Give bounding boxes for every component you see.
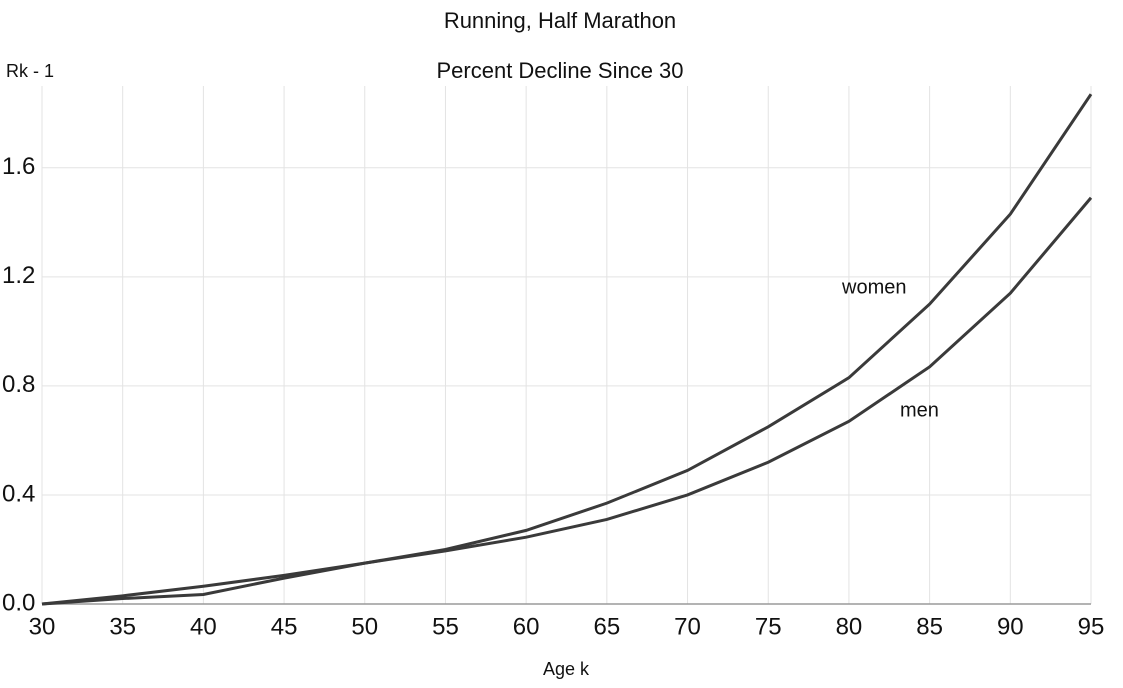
y-tick-label: 0.4 [2, 480, 35, 507]
series-label: men [900, 399, 939, 421]
x-tick-label: 30 [29, 613, 56, 640]
x-tick-label: 75 [755, 613, 782, 640]
x-axis-label: Age k [543, 659, 590, 679]
x-tick-label: 80 [836, 613, 863, 640]
x-tick-label: 60 [513, 613, 540, 640]
x-tick-label: 65 [593, 613, 620, 640]
x-tick-label: 95 [1078, 613, 1105, 640]
y-tick-label: 1.2 [2, 262, 35, 289]
y-axis-label: Rk - 1 [6, 61, 54, 81]
chart-subtitle: Percent Decline Since 30 [436, 58, 683, 83]
series-label: women [841, 276, 906, 298]
x-tick-label: 55 [432, 613, 459, 640]
x-tick-label: 40 [190, 613, 217, 640]
series-line [41, 196, 1093, 606]
chart-title: Running, Half Marathon [444, 8, 676, 33]
x-tick-label: 35 [109, 613, 136, 640]
x-tick-label: 90 [997, 613, 1024, 640]
y-tick-label: 0.8 [2, 371, 35, 398]
y-tick-label: 1.6 [2, 153, 35, 180]
series-line [41, 93, 1093, 606]
x-tick-label: 50 [351, 613, 378, 640]
x-tick-label: 85 [916, 613, 943, 640]
y-tick-label: 0.0 [2, 589, 35, 616]
x-tick-label: 70 [674, 613, 701, 640]
x-tick-label: 45 [271, 613, 298, 640]
